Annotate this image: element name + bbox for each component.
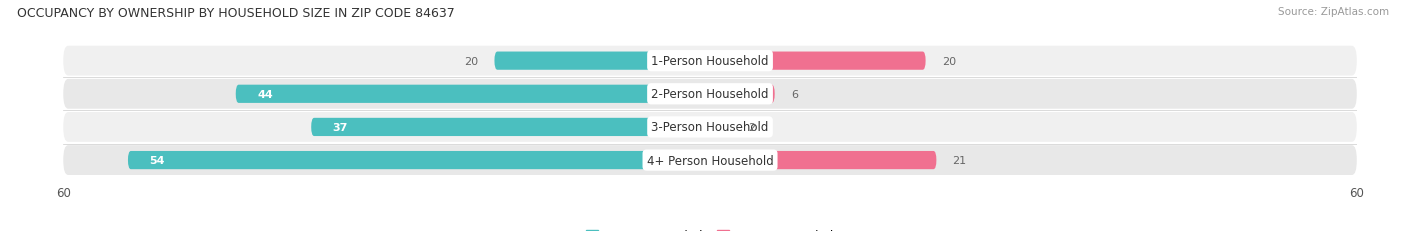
Text: 3-Person Household: 3-Person Household xyxy=(651,121,769,134)
Text: 20: 20 xyxy=(942,56,956,66)
FancyBboxPatch shape xyxy=(63,79,1357,109)
FancyBboxPatch shape xyxy=(63,46,1357,76)
Text: 37: 37 xyxy=(333,122,349,132)
Text: 21: 21 xyxy=(953,155,967,165)
FancyBboxPatch shape xyxy=(311,118,710,137)
Text: OCCUPANCY BY OWNERSHIP BY HOUSEHOLD SIZE IN ZIP CODE 84637: OCCUPANCY BY OWNERSHIP BY HOUSEHOLD SIZE… xyxy=(17,7,454,20)
Text: 4+ Person Household: 4+ Person Household xyxy=(647,154,773,167)
FancyBboxPatch shape xyxy=(128,151,710,170)
FancyBboxPatch shape xyxy=(710,151,936,170)
Text: 20: 20 xyxy=(464,56,478,66)
FancyBboxPatch shape xyxy=(63,112,1357,142)
Text: 44: 44 xyxy=(257,89,273,99)
Text: Source: ZipAtlas.com: Source: ZipAtlas.com xyxy=(1278,7,1389,17)
FancyBboxPatch shape xyxy=(236,85,710,103)
Text: 2-Person Household: 2-Person Household xyxy=(651,88,769,101)
Legend: Owner-occupied, Renter-occupied: Owner-occupied, Renter-occupied xyxy=(581,224,839,231)
FancyBboxPatch shape xyxy=(710,52,925,70)
FancyBboxPatch shape xyxy=(63,146,1357,175)
Text: 6: 6 xyxy=(790,89,797,99)
Text: 1-Person Household: 1-Person Household xyxy=(651,55,769,68)
Text: 54: 54 xyxy=(149,155,165,165)
FancyBboxPatch shape xyxy=(710,118,731,137)
FancyBboxPatch shape xyxy=(495,52,710,70)
Text: 2: 2 xyxy=(748,122,755,132)
FancyBboxPatch shape xyxy=(710,85,775,103)
